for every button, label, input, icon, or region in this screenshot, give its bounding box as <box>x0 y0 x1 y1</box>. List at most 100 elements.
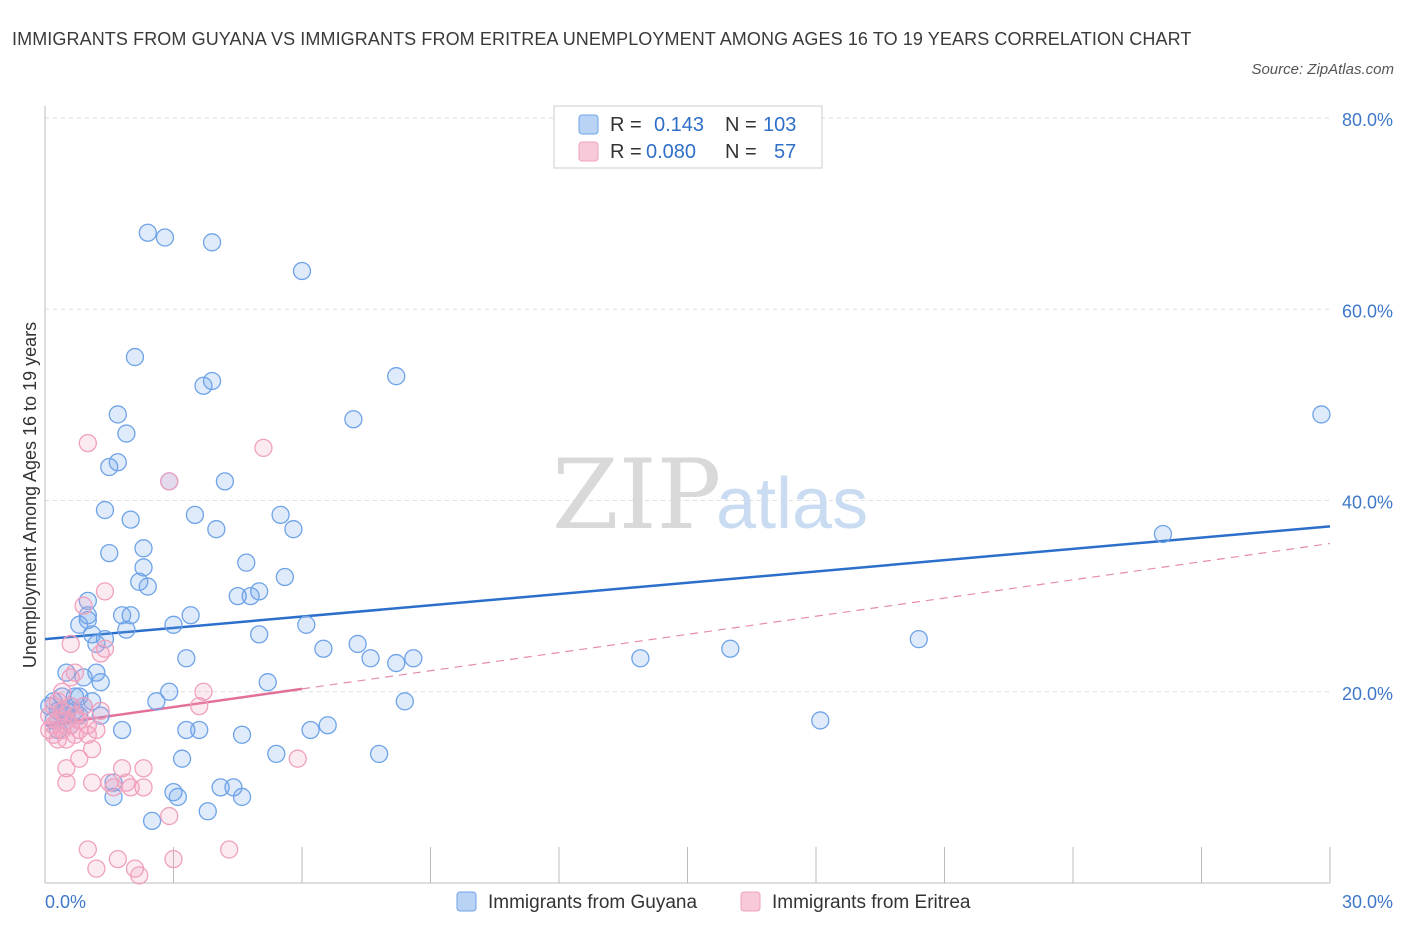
point-guyana-52 <box>160 682 179 701</box>
point-guyana-61 <box>190 720 209 740</box>
point-guyana-92 <box>387 653 406 673</box>
correlation-legend: R = 0.143 N = 103 R = 0.080 N = 57 <box>553 105 823 169</box>
point-eritrea-14 <box>57 773 76 792</box>
point-eritrea-47 <box>134 759 153 778</box>
point-guyana-81 <box>284 520 303 539</box>
point-guyana-83 <box>297 615 316 634</box>
series-swatch-guyana <box>456 891 477 912</box>
point-guyana-99 <box>1153 524 1173 544</box>
point-guyana-59 <box>181 606 200 625</box>
point-guyana-44 <box>134 539 153 558</box>
point-guyana-90 <box>369 744 389 764</box>
point-eritrea-42 <box>112 759 132 778</box>
point-guyana-25 <box>87 634 106 654</box>
watermark-zip: ZIP <box>552 439 721 551</box>
point-eritrea-55 <box>254 438 273 458</box>
legend-n-label-eritrea: N = <box>725 141 757 163</box>
point-guyana-58 <box>177 649 196 668</box>
y-axis-label: Unemployment Among Ages 16 to 19 years <box>20 322 40 668</box>
point-guyana-37 <box>112 720 132 740</box>
point-eritrea-13 <box>57 759 76 778</box>
point-guyana-43 <box>130 572 149 591</box>
point-guyana-45 <box>134 558 153 577</box>
point-eritrea-22 <box>70 749 89 768</box>
point-eritrea-21 <box>65 663 85 682</box>
point-guyana-67 <box>211 778 230 797</box>
point-guyana-64 <box>202 233 222 252</box>
point-guyana-93 <box>395 692 414 711</box>
point-guyana-42 <box>125 347 145 367</box>
point-guyana-98 <box>909 630 928 649</box>
point-guyana-49 <box>147 692 166 711</box>
point-eritrea-10 <box>52 682 72 701</box>
point-eritrea-54 <box>220 840 239 859</box>
point-guyana-71 <box>232 787 252 807</box>
point-guyana-89 <box>361 649 380 668</box>
data-points <box>40 223 1331 885</box>
point-guyana-77 <box>258 673 277 692</box>
point-guyana-70 <box>228 586 247 606</box>
axes <box>44 106 1331 884</box>
point-guyana-50 <box>155 228 175 247</box>
point-guyana-96 <box>721 639 740 658</box>
legend-swatch-guyana <box>578 114 599 135</box>
point-guyana-53 <box>164 615 183 634</box>
point-guyana-60 <box>185 505 205 524</box>
point-guyana-94 <box>404 649 423 668</box>
y-tick-label-3: 80.0% <box>1342 110 1393 130</box>
trend-line-eritrea-extension <box>301 542 1331 690</box>
point-guyana-100 <box>1312 405 1331 424</box>
y-tick-labels: 20.0% 40.0% 60.0% 80.0% <box>1342 110 1393 704</box>
point-eritrea-56 <box>288 749 307 768</box>
x-tick-labels: 0.0% 30.0% <box>45 892 1393 912</box>
point-eritrea-33 <box>87 720 106 740</box>
legend-box <box>553 105 823 169</box>
legend-swatch-eritrea <box>578 141 599 162</box>
point-guyana-34 <box>108 453 127 472</box>
point-eritrea-36 <box>91 701 110 721</box>
y-tick-label-2: 60.0% <box>1342 301 1393 321</box>
legend-n-label-guyana: N = <box>725 114 757 136</box>
point-guyana-47 <box>138 223 157 242</box>
legend-r-value-guyana: 0.143 <box>654 114 704 136</box>
series-label-guyana: Immigrants from Guyana <box>488 892 697 913</box>
point-guyana-86 <box>318 716 337 735</box>
point-eritrea-41 <box>108 849 127 869</box>
point-eritrea-46 <box>130 866 149 885</box>
point-eritrea-48 <box>134 778 153 797</box>
y-tick-label-0: 20.0% <box>1342 684 1393 704</box>
point-guyana-35 <box>108 405 127 424</box>
point-guyana-73 <box>237 553 256 572</box>
series-label-eritrea: Immigrants from Eritrea <box>772 892 971 913</box>
point-guyana-41 <box>121 510 140 529</box>
point-eritrea-25 <box>74 596 93 615</box>
point-guyana-91 <box>387 367 406 386</box>
point-guyana-24 <box>87 663 106 682</box>
point-eritrea-44 <box>121 778 140 797</box>
point-guyana-68 <box>215 472 235 491</box>
point-guyana-84 <box>301 720 320 740</box>
point-eritrea-15 <box>61 696 80 716</box>
point-guyana-57 <box>177 720 196 740</box>
legend-r-label-eritrea: R = <box>610 141 642 163</box>
point-eritrea-49 <box>160 472 179 491</box>
point-guyana-74 <box>241 586 260 606</box>
point-eritrea-37 <box>95 582 115 601</box>
point-guyana-63 <box>198 802 217 821</box>
legend-r-label-guyana: R = <box>610 114 642 136</box>
point-guyana-97 <box>811 711 830 730</box>
point-guyana-27 <box>91 706 110 725</box>
x-tick-label-0: 0.0% <box>45 892 86 912</box>
source-label: Source: ZipAtlas.com <box>1251 61 1394 78</box>
point-eritrea-31 <box>82 773 102 792</box>
point-eritrea-38 <box>95 639 115 658</box>
point-guyana-62 <box>194 376 213 395</box>
point-eritrea-27 <box>78 716 97 735</box>
point-guyana-66 <box>207 520 226 539</box>
series-swatch-eritrea <box>740 891 761 912</box>
trend-line-guyana <box>44 525 1331 641</box>
point-guyana-48 <box>142 811 162 830</box>
point-guyana-95 <box>631 649 650 668</box>
point-eritrea-17 <box>61 634 80 654</box>
x-tick-label-1: 30.0% <box>1342 892 1393 912</box>
